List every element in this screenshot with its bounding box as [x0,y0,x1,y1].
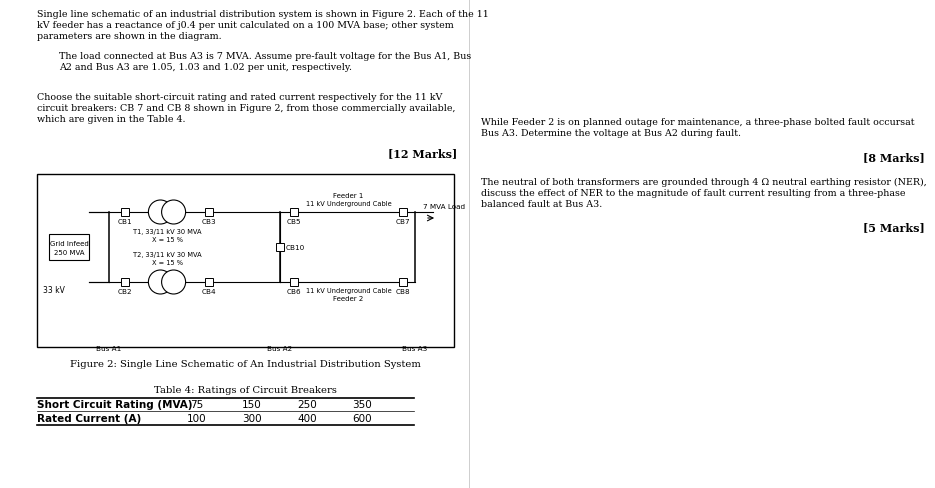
Text: 400: 400 [297,413,317,423]
Bar [121,208,129,217]
Text: CB6: CB6 [287,288,301,294]
Circle shape [162,201,186,224]
Text: Grid Infeed: Grid Infeed [50,241,89,246]
Text: The neutral of both transformers are grounded through 4 Ω neutral earthing resis: The neutral of both transformers are gro… [481,178,927,187]
Text: [8 Marks]: [8 Marks] [863,152,925,163]
Bar [49,235,89,261]
Text: 11 kV Underground Cable: 11 kV Underground Cable [306,287,392,293]
Text: Bus A2: Bus A2 [267,346,293,351]
Text: discuss the effect of NER to the magnitude of fault current resulting from a thr: discuss the effect of NER to the magnitu… [481,189,905,198]
Bar [399,208,407,217]
Bar [205,279,213,286]
Text: circuit breakers: CB 7 and CB 8 shown in Figure 2, from those commercially avail: circuit breakers: CB 7 and CB 8 shown in… [37,104,455,113]
Circle shape [162,270,186,294]
Text: 75: 75 [191,399,204,409]
Text: Figure 2: Single Line Schematic of An Industrial Distribution System: Figure 2: Single Line Schematic of An In… [70,359,421,368]
Text: 250 MVA: 250 MVA [53,249,84,256]
Text: T2, 33/11 kV 30 MVA: T2, 33/11 kV 30 MVA [133,251,201,258]
Circle shape [149,201,172,224]
Text: Bus A3: Bus A3 [402,346,427,351]
Text: Choose the suitable short-circuit rating and rated current respectively for the : Choose the suitable short-circuit rating… [37,93,442,102]
Text: CB8: CB8 [396,288,410,294]
Text: 300: 300 [242,413,262,423]
Text: parameters are shown in the diagram.: parameters are shown in the diagram. [37,32,222,41]
Bar [205,208,213,217]
Text: The load connected at Bus A3 is 7 MVA. Assume pre-fault voltage for the Bus A1, : The load connected at Bus A3 is 7 MVA. A… [59,52,471,61]
Bar [37,175,454,347]
Text: 150: 150 [242,399,262,409]
Text: Bus A3. Determine the voltage at Bus A2 during fault.: Bus A3. Determine the voltage at Bus A2 … [481,129,741,138]
Text: X = 15 %: X = 15 % [151,237,182,243]
Text: Table 4: Ratings of Circuit Breakers: Table 4: Ratings of Circuit Breakers [154,385,337,394]
Text: 250: 250 [297,399,317,409]
Text: Short Circuit Rating (MVA): Short Circuit Rating (MVA) [37,399,193,409]
Text: While Feeder 2 is on planned outage for maintenance, a three-phase bolted fault : While Feeder 2 is on planned outage for … [481,118,914,127]
Text: Bus A1: Bus A1 [96,346,122,351]
Bar [290,279,298,286]
Text: CB1: CB1 [118,218,133,224]
Text: CB10: CB10 [286,244,305,250]
Text: CB4: CB4 [202,288,216,294]
Text: T1, 33/11 kV 30 MVA: T1, 33/11 kV 30 MVA [133,228,201,235]
Bar [290,208,298,217]
Text: kV feeder has a reactance of j0.4 per unit calculated on a 100 MVA base; other s: kV feeder has a reactance of j0.4 per un… [37,21,453,30]
Text: [12 Marks]: [12 Marks] [388,148,457,159]
Text: Feeder 2: Feeder 2 [334,295,364,302]
Text: CB3: CB3 [202,218,216,224]
Bar [276,244,284,251]
Text: CB7: CB7 [396,218,410,224]
Text: X = 15 %: X = 15 % [151,260,182,265]
Text: CB5: CB5 [287,218,301,224]
Text: balanced fault at Bus A3.: balanced fault at Bus A3. [481,200,602,208]
Bar [121,279,129,286]
Text: 100: 100 [187,413,207,423]
Text: [5 Marks]: [5 Marks] [863,222,925,232]
Text: A2 and Bus A3 are 1.05, 1.03 and 1.02 per unit, respectively.: A2 and Bus A3 are 1.05, 1.03 and 1.02 pe… [59,63,352,72]
Text: CB2: CB2 [118,288,133,294]
Text: Rated Current (A): Rated Current (A) [37,413,141,423]
Bar [399,279,407,286]
Text: 7 MVA Load: 7 MVA Load [423,203,465,209]
Text: 11 kV Underground Cable: 11 kV Underground Cable [306,201,392,206]
Text: Feeder 1: Feeder 1 [333,193,364,199]
Circle shape [149,270,172,294]
Text: 350: 350 [352,399,372,409]
Text: Single line schematic of an industrial distribution system is shown in Figure 2.: Single line schematic of an industrial d… [37,10,489,19]
Text: which are given in the Table 4.: which are given in the Table 4. [37,115,185,124]
Text: 600: 600 [352,413,372,423]
Text: 33 kV: 33 kV [43,285,65,294]
